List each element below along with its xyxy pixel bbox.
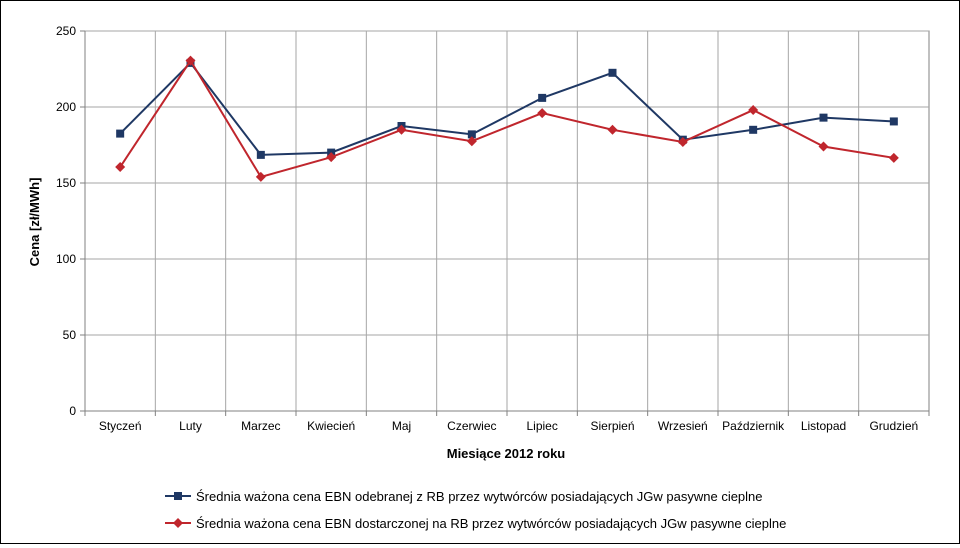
series-line xyxy=(119,58,894,179)
data-point xyxy=(537,108,548,119)
y-tick-label: 100 xyxy=(56,252,76,266)
y-tick-label: 150 xyxy=(56,176,76,190)
x-tick-label: Styczeń xyxy=(99,419,142,433)
series-group xyxy=(115,55,899,182)
data-point xyxy=(888,152,899,163)
x-tick-label: Marzec xyxy=(241,419,280,433)
x-tick-label: Sierpień xyxy=(590,419,634,433)
y-tick-label: 250 xyxy=(56,24,76,38)
data-point xyxy=(608,68,617,77)
y-axis-ticks: 0 50 100 150 200 250 xyxy=(56,24,85,418)
x-tick-label: Listopad xyxy=(801,419,846,433)
x-tick-label: Wrzesień xyxy=(658,419,708,433)
x-tick-label: Maj xyxy=(392,419,411,433)
data-point xyxy=(889,117,898,126)
x-tick-label: Lipiec xyxy=(526,419,557,433)
data-point xyxy=(467,130,476,139)
data-point xyxy=(185,55,196,66)
y-tick-label: 50 xyxy=(63,328,77,342)
y-axis-title: Cena [zł/MWh] xyxy=(27,178,42,267)
data-point xyxy=(255,171,266,182)
x-tick-label: Kwiecień xyxy=(307,419,355,433)
legend: Średnia ważona cena EBN odebranej z RB p… xyxy=(165,489,786,531)
legend-marker xyxy=(173,518,183,528)
data-point xyxy=(748,105,759,116)
legend-label: Średnia ważona cena EBN odebranej z RB p… xyxy=(196,489,763,504)
data-point xyxy=(396,124,407,135)
grid xyxy=(84,30,930,412)
y-tick-label: 0 xyxy=(69,404,76,418)
data-point xyxy=(116,129,125,138)
data-point xyxy=(115,162,126,173)
x-tick-label: Październik xyxy=(722,419,785,433)
data-point xyxy=(256,150,265,159)
x-tick-label: Grudzień xyxy=(869,419,918,433)
data-point xyxy=(607,124,618,135)
legend-item-2: Średnia ważona cena EBN dostarczonej na … xyxy=(165,516,786,531)
x-tick-label: Czerwiec xyxy=(447,419,496,433)
data-point xyxy=(538,93,547,102)
data-point xyxy=(818,141,829,152)
data-point xyxy=(677,136,688,147)
data-point xyxy=(819,113,828,122)
x-axis-title: Miesiące 2012 roku xyxy=(447,446,566,461)
x-axis-ticks: Styczeń Luty Marzec Kwiecień Maj Czerwiec Lipi… xyxy=(84,411,930,433)
data-point xyxy=(749,125,758,134)
legend-marker xyxy=(174,492,182,500)
series-line xyxy=(119,61,894,156)
data-point xyxy=(326,152,337,163)
y-tick-label: 200 xyxy=(56,100,76,114)
data-point xyxy=(466,136,477,147)
legend-label: Średnia ważona cena EBN dostarczonej na … xyxy=(196,516,786,531)
series-2 xyxy=(115,55,899,182)
x-tick-label: Luty xyxy=(179,419,202,433)
legend-item-1: Średnia ważona cena EBN odebranej z RB p… xyxy=(165,489,763,504)
